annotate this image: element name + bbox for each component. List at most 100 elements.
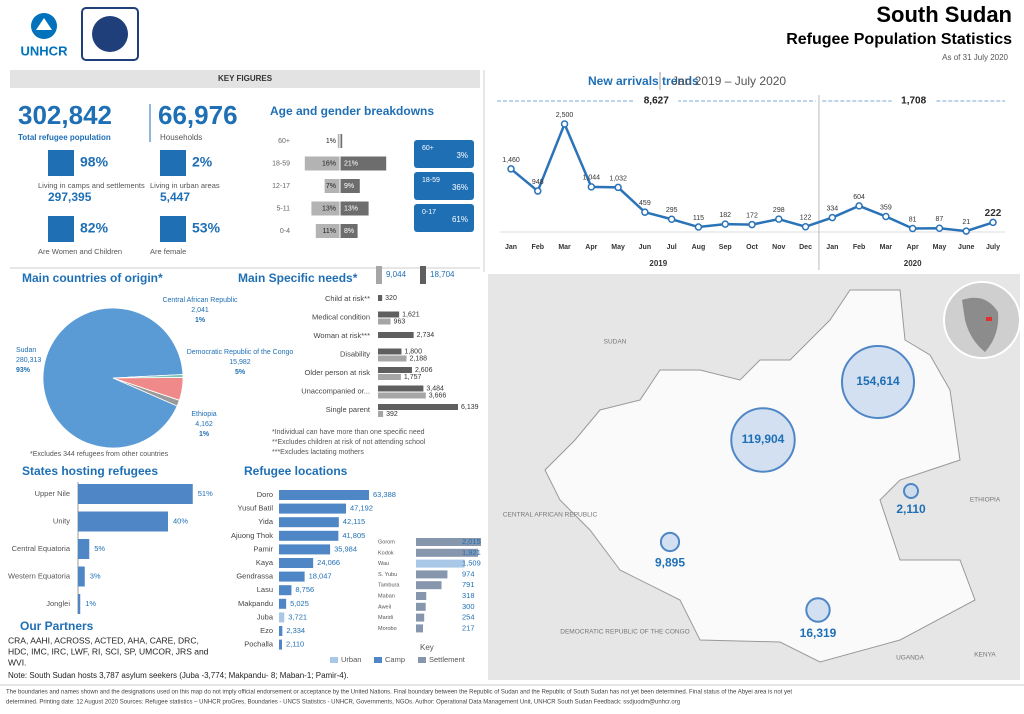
stat-pct: 2% (192, 154, 213, 170)
note: ***Excludes lactating mothers (272, 449, 364, 456)
location-bar (279, 544, 331, 555)
location-bar (279, 503, 347, 514)
category-label: Medical condition (312, 312, 370, 321)
origin-title: Main countries of origin* (22, 271, 163, 285)
location-bar (416, 592, 427, 600)
category-label: Unaccompanied or... (301, 386, 370, 395)
value-label: 2,110 (286, 640, 304, 649)
value-label: 295 (666, 207, 678, 214)
arrivals-period: Jan 2019 – July 2020 (672, 74, 786, 88)
location-bar (279, 517, 339, 528)
category-label: Central African Republic (162, 297, 238, 304)
date: As of 31 July 2020 (942, 53, 1008, 62)
value-label: 320 (385, 295, 397, 302)
category-label: Morobo (378, 626, 397, 632)
arrivals-point (775, 215, 783, 223)
country-label: KENYA (974, 652, 996, 659)
value-label: 2,606 (415, 367, 433, 374)
period-bg (891, 94, 936, 108)
arrivals-point (989, 218, 997, 227)
stat-pct: 53% (192, 220, 221, 236)
location-bar (416, 570, 448, 579)
category-label: Central Equatoria (12, 544, 71, 553)
map-inset-africa (962, 297, 999, 352)
value-label: 182 (719, 212, 731, 219)
value-label: 9% (344, 183, 354, 190)
logo-partner-emblem (92, 16, 128, 52)
needs-bar (378, 367, 412, 373)
needs-bar (378, 374, 401, 380)
location-bar (279, 598, 287, 609)
group-value: 36% (452, 183, 468, 192)
arrivals-point (828, 213, 837, 222)
category-label: Gorom (378, 539, 395, 545)
location-bar (279, 571, 305, 582)
group-value: 3% (456, 151, 468, 160)
legend-label: 9,044 (386, 270, 407, 279)
pie-slice (112, 377, 180, 407)
group-label: 60+ (422, 145, 434, 152)
x-tick-label: Oct (746, 244, 758, 251)
legend-label: 18,704 (430, 270, 455, 279)
value-label: 18,047 (309, 572, 332, 581)
state-bar (78, 539, 90, 559)
x-tick-label: May (611, 244, 625, 251)
location-bar (416, 624, 423, 633)
bar-female (340, 224, 358, 238)
arrivals-point (721, 220, 729, 228)
category-label: Tambura (378, 583, 400, 589)
value-label: 81 (909, 216, 917, 223)
value-label: 3,666 (429, 392, 447, 399)
location-bar (416, 613, 425, 622)
footer-text: determined. Printing date: 12 August 202… (6, 700, 680, 706)
legend-swatch (418, 657, 426, 663)
value-label: 392 (386, 411, 398, 418)
location-bar (279, 585, 292, 596)
period-total: 1,708 (901, 96, 926, 107)
map-bubble (903, 483, 919, 499)
category-label: Child at risk** (325, 294, 370, 303)
group-box (414, 204, 474, 232)
value-label: 1,509 (462, 559, 481, 568)
arrivals-point (507, 165, 515, 173)
value-label: 948 (532, 179, 544, 186)
needs-title: Main Specific needs* (238, 271, 358, 285)
arrivals-title: New arrivals trends (588, 74, 699, 88)
age-title: Age and gender breakdowns (270, 104, 434, 118)
needs-bar (378, 392, 426, 399)
state-bar (78, 484, 193, 504)
category-label: Kodok (378, 550, 394, 556)
age-label: 18-59 (272, 160, 290, 167)
stat-pct: 98% (80, 154, 109, 170)
x-tick-label: Jul (667, 244, 677, 251)
category-label: Western Equatoria (8, 571, 71, 580)
location-bar (279, 490, 369, 500)
stat-count: 297,395 (48, 190, 92, 204)
stat-label: Are Women and Children (38, 247, 122, 256)
legend-icon (420, 266, 426, 284)
value-label: 217 (462, 623, 475, 632)
category-label: Gendrassa (236, 572, 274, 581)
needs-bar (378, 318, 391, 325)
needs-bar (378, 311, 400, 318)
subtitle: Refugee Population Statistics (786, 31, 1012, 48)
households-label: Households (160, 133, 202, 142)
stat-icon (160, 216, 186, 242)
stat-label: Living in urban areas (150, 181, 220, 190)
age-label: 0-4 (280, 228, 290, 235)
total-value: 302,842 (18, 100, 112, 130)
partners-text: HDC, IMC, IRC, LWF, RI, SCI, SP, UMCOR, … (8, 646, 209, 656)
arrivals-point (587, 183, 596, 191)
bubble-label: 9,895 (655, 555, 685, 569)
value-label: 172 (746, 212, 758, 219)
location-bar (279, 639, 282, 650)
bar-male (337, 134, 340, 148)
x-tick-label: Feb (532, 244, 544, 251)
x-tick-label: Jan (505, 244, 517, 251)
needs-bar (378, 348, 402, 355)
map-bubble (730, 407, 796, 473)
category-label: Single parent (326, 405, 371, 414)
arrivals-point (935, 224, 944, 232)
category-label: Maban (378, 593, 395, 599)
